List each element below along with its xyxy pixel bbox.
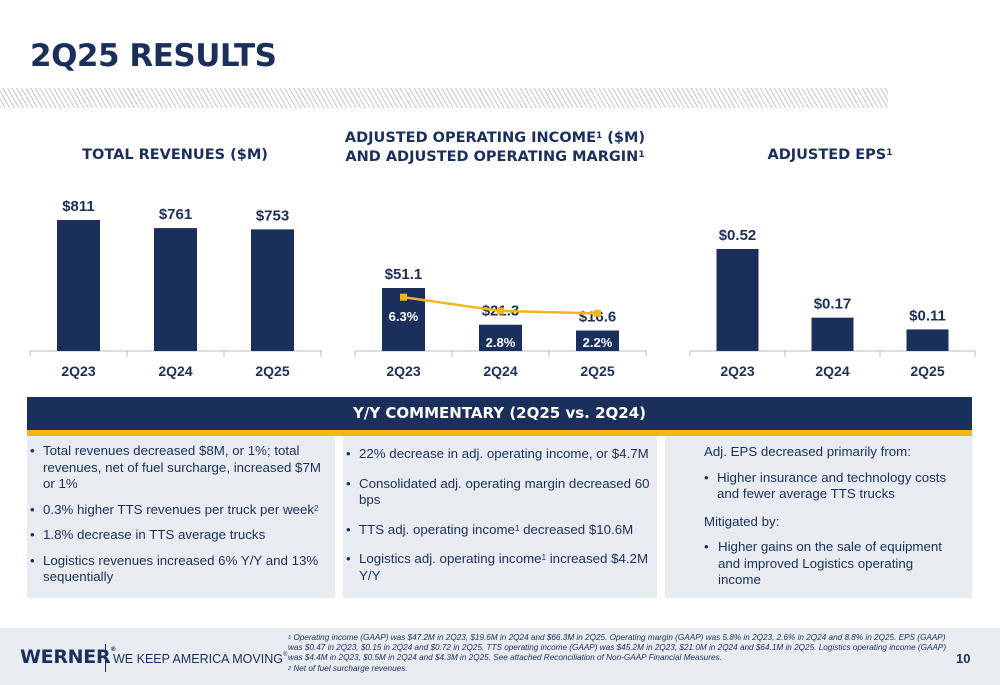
- list-item: Consolidated adj. operating margin decre…: [346, 476, 652, 509]
- x-tick-label: 2Q24: [483, 363, 517, 379]
- list-item: Total revenues decreased $8M, or 1%; tot…: [30, 443, 335, 493]
- chart-bar: [576, 330, 619, 351]
- footer-band: [0, 628, 1000, 685]
- page-title: 2Q25 RESULTS: [30, 38, 277, 74]
- x-tick-label: 2Q25: [255, 363, 289, 379]
- list-item: 1.8% decrease in TTS average trucks: [30, 527, 335, 544]
- bar-value-label: $811: [62, 198, 95, 215]
- chart-bar: [716, 249, 759, 351]
- chart-bar: [57, 220, 100, 351]
- logo-divider: [105, 644, 106, 672]
- list-item: Higher insurance and technology costs an…: [704, 470, 959, 503]
- commentary-col-eps: Adj. EPS decreased primarily from: Highe…: [704, 444, 959, 598]
- list-item: 0.3% higher TTS revenues per truck per w…: [30, 502, 335, 519]
- commentary-header: Y/Y COMMENTARY (2Q25 vs. 2Q24): [27, 397, 972, 430]
- tagline: WE KEEP AMERICA MOVING®: [113, 652, 288, 666]
- chart-bar: [479, 324, 522, 351]
- revenues-chart-title: TOTAL REVENUES ($M): [82, 147, 268, 163]
- chart-bar: [251, 229, 294, 351]
- footnotes: 1 Operating income (GAAP) was $47.2M in …: [288, 633, 948, 674]
- income-chart-title: ADJUSTED OPERATING INCOME1 ($M) AND ADJU…: [344, 130, 646, 165]
- chart-bar: [906, 329, 949, 351]
- margin-series-point: [400, 293, 407, 301]
- x-tick-label: 2Q25: [910, 363, 944, 379]
- x-tick-label: 2Q23: [61, 363, 95, 379]
- list-item: Logistics revenues increased 6% Y/Y and …: [30, 553, 335, 586]
- bar-value-label: $0.17: [814, 296, 852, 313]
- x-tick-label: 2Q24: [815, 363, 849, 379]
- commentary-col-income: 22% decrease in adj. operating income, o…: [346, 446, 652, 593]
- bar-value-label: $0.11: [909, 307, 946, 324]
- list-item: TTS adj. operating income1 decreased $10…: [346, 522, 652, 539]
- footnote-2: 2 Net of fuel surcharge revenues.: [288, 663, 408, 673]
- eps-chart-title: ADJUSTED EPS1: [767, 147, 893, 163]
- eps-intro-text: Adj. EPS decreased primarily from:: [704, 444, 911, 459]
- mitigated-label: Mitigated by:: [704, 513, 780, 529]
- margin-series-point: [594, 309, 601, 317]
- x-tick-label: 2Q25: [580, 363, 614, 379]
- footnote-1: 1 Operating income (GAAP) was $47.2M in …: [288, 633, 947, 663]
- x-tick-label: 2Q24: [158, 363, 192, 379]
- margin-value-label: 2.2%: [583, 335, 613, 350]
- bar-value-label: $0.52: [719, 227, 757, 244]
- decorative-hatch-band: [0, 88, 888, 108]
- bar-value-label: $753: [256, 207, 289, 224]
- list-item: Higher gains on the sale of equipment an…: [704, 539, 959, 589]
- bar-value-label: $51.1: [385, 266, 423, 283]
- commentary-col-revenues: Total revenues decreased $8M, or 1%; tot…: [30, 443, 335, 595]
- bar-value-label: $761: [159, 206, 192, 223]
- x-tick-label: 2Q23: [386, 363, 420, 379]
- chart-bar: [154, 228, 197, 351]
- page-number: 10: [956, 651, 971, 666]
- margin-value-label: 6.3%: [389, 309, 419, 324]
- list-item: 22% decrease in adj. operating income, o…: [346, 446, 652, 463]
- eps-chart: $0.52 2Q23 $0.17 2Q24 $0.11 2Q25: [689, 227, 976, 379]
- margin-series-point: [497, 307, 504, 315]
- x-tick-label: 2Q23: [720, 363, 754, 379]
- commentary-accent-bar: [27, 430, 972, 436]
- margin-value-label: 2.8%: [486, 335, 516, 350]
- revenues-chart: $811 2Q23 $761 2Q24 $753 2Q25: [29, 198, 322, 379]
- list-item: Logistics adj. operating income1 increas…: [346, 551, 652, 584]
- werner-logo: WERNER®: [20, 646, 116, 668]
- chart-bar: [811, 317, 854, 351]
